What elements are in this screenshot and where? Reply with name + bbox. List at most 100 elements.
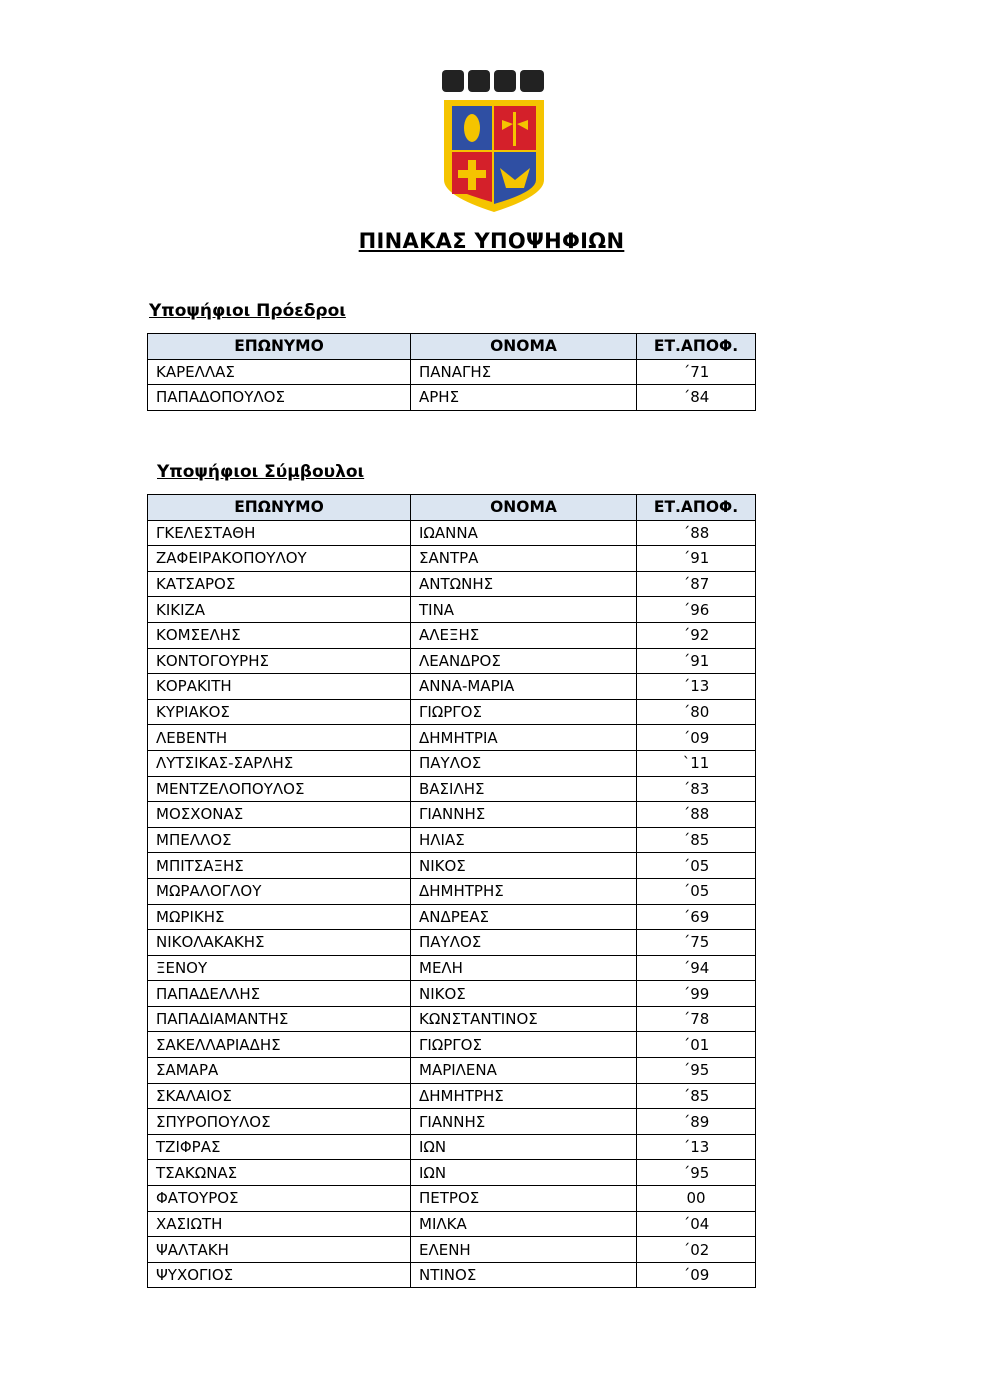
year-cell: ΄94 bbox=[636, 954, 756, 982]
name-cell: ΝΙΚΟΣ bbox=[410, 852, 637, 879]
table-row: ΣΑΜΑΡΑ ΜΑΡΙΛΕΝΑ ΄95 bbox=[147, 1057, 756, 1084]
table-row: ΚΟΝΤΟΓΟΥΡΗΣ ΛΕΑΝΔΡΟΣ ΄91 bbox=[147, 647, 756, 675]
name-cell: ΑΛΕΞΗΣ bbox=[410, 621, 637, 649]
name-cell: ΑΡΗΣ bbox=[410, 384, 637, 411]
name-cell: ΓΙΩΡΓΟΣ bbox=[410, 1031, 637, 1059]
table-row: ΛΕΒΕΝΤΗ ΔΗΜΗΤΡΙΑ ΄09 bbox=[147, 724, 756, 751]
name-cell: ΑΝΔΡΕΑΣ bbox=[410, 903, 637, 931]
surname-cell: ΚΟΜΣΕΛΗΣ bbox=[147, 621, 411, 649]
table-row: ΣΑΚΕΛΛΑΡΙΑΔΗΣ ΓΙΩΡΓΟΣ ΄01 bbox=[147, 1031, 756, 1059]
year-cell: ΄05 bbox=[636, 852, 756, 879]
surname-cell: ΣΠΥΡΟΠΟΥΛΟΣ bbox=[147, 1108, 411, 1135]
year-cell: ΄13 bbox=[636, 1133, 756, 1161]
name-cell: ΙΩΑΝΝΑ bbox=[410, 519, 637, 547]
name-cell: ΓΙΩΡΓΟΣ bbox=[410, 698, 637, 726]
table-row: ΝΙΚΟΛΑΚΑΚΗΣ ΠΑΥΛΟΣ ΄75 bbox=[147, 929, 756, 956]
year-cell: ΄09 bbox=[636, 724, 756, 751]
surname-cell: ΣΑΚΕΛΛΑΡΙΑΔΗΣ bbox=[147, 1031, 411, 1059]
surname-cell: ΚΙΚΙΖΑ bbox=[147, 596, 411, 623]
gaka-logo bbox=[442, 70, 544, 212]
column-header-name: ΟΝΟΜΑ bbox=[410, 333, 637, 360]
surname-cell: ΞΕΝΟΥ bbox=[147, 954, 411, 982]
name-cell: ΑΝΝΑ-ΜΑΡΙΑ bbox=[410, 673, 637, 700]
year-cell: ΄85 bbox=[636, 1082, 756, 1110]
presidents-table: ΕΠΩΝΥΜΟ ΟΝΟΜΑ ΕΤ.ΑΠΟΦ. ΚΑΡΕΛΛΑΣ ΠΑΝΑΓΗΣ ΄7… bbox=[147, 333, 756, 411]
year-cell: ΄09 bbox=[636, 1261, 756, 1289]
table-header-row: ΕΠΩΝΥΜΟ ΟΝΟΜΑ ΕΤ.ΑΠΟΦ. bbox=[147, 494, 756, 521]
year-cell: ΄80 bbox=[636, 698, 756, 726]
name-cell: ΜΙΛΚΑ bbox=[410, 1210, 637, 1238]
year-cell: `11 bbox=[636, 749, 756, 777]
surname-cell: ΜΠΕΛΛΟΣ bbox=[147, 826, 411, 854]
table-row: ΛΥΤΣΙΚΑΣ-ΣΑΡΛΗΣ ΠΑΥΛΟΣ `11 bbox=[147, 749, 756, 777]
table-row: ΨΥΧΟΓΙΟΣ ΝΤΙΝΟΣ ΄09 bbox=[147, 1261, 756, 1289]
name-cell: ΓΙΑΝΝΗΣ bbox=[410, 801, 637, 828]
name-cell: ΠΕΤΡΟΣ bbox=[410, 1185, 637, 1212]
surname-cell: ΜΠΙΤΣΑΞΗΣ bbox=[147, 852, 411, 879]
surname-cell: ΨΥΧΟΓΙΟΣ bbox=[147, 1261, 411, 1289]
table-row: ΜΩΡΑΛΟΓΛΟΥ ΔΗΜΗΤΡΗΣ ΄05 bbox=[147, 877, 756, 905]
surname-cell: ΧΑΣΙΩΤΗ bbox=[147, 1210, 411, 1238]
table-row: ΓΚΕΛΕΣΤΑΘΗ ΙΩΑΝΝΑ ΄88 bbox=[147, 519, 756, 547]
surname-cell: ΜΟΣΧΟΝΑΣ bbox=[147, 801, 411, 828]
table-row: ΜΟΣΧΟΝΑΣ ΓΙΑΝΝΗΣ ΄88 bbox=[147, 801, 756, 828]
surname-cell: ΖΑΦΕΙΡΑΚΟΠΟΥΛΟΥ bbox=[147, 545, 411, 572]
year-cell: ΄89 bbox=[636, 1108, 756, 1135]
surname-cell: ΤΣΑΚΩΝΑΣ bbox=[147, 1159, 411, 1187]
surname-cell: ΜΕΝΤΖΕΛΟΠΟΥΛΟΣ bbox=[147, 775, 411, 803]
year-cell: ΄84 bbox=[636, 384, 756, 411]
year-cell: ΄69 bbox=[636, 903, 756, 931]
surname-cell: ΝΙΚΟΛΑΚΑΚΗΣ bbox=[147, 929, 411, 956]
name-cell: ΙΩΝ bbox=[410, 1133, 637, 1161]
surname-cell: ΠΑΠΑΔΙΑΜΑΝΤΗΣ bbox=[147, 1005, 411, 1033]
year-cell: ΄91 bbox=[636, 647, 756, 675]
surname-cell: ΚΑΡΕΛΛΑΣ bbox=[147, 358, 411, 386]
year-cell: ΄83 bbox=[636, 775, 756, 803]
column-header-year: ΕΤ.ΑΠΟΦ. bbox=[636, 494, 756, 521]
year-cell: ΄88 bbox=[636, 801, 756, 828]
presidents-heading: Υποψήφιοι Πρόεδροι bbox=[149, 301, 346, 321]
year-cell: ΄85 bbox=[636, 826, 756, 854]
page-title: ΠΙΝΑΚΑΣ ΥΠΟΨΗΦΙΩΝ bbox=[358, 229, 625, 253]
year-cell: ΄78 bbox=[636, 1005, 756, 1033]
surname-cell: ΓΚΕΛΕΣΤΑΘΗ bbox=[147, 519, 411, 547]
table-row: ΚΥΡΙΑΚΟΣ ΓΙΩΡΓΟΣ ΄80 bbox=[147, 698, 756, 726]
table-row: ΜΠΙΤΣΑΞΗΣ ΝΙΚΟΣ ΄05 bbox=[147, 852, 756, 879]
surname-cell: ΜΩΡΑΛΟΓΛΟΥ bbox=[147, 877, 411, 905]
surname-cell: ΣΚΑΛΑΙΟΣ bbox=[147, 1082, 411, 1110]
table-row: ΤΣΑΚΩΝΑΣ ΙΩΝ ΄95 bbox=[147, 1159, 756, 1187]
surname-cell: ΦΑΤΟΥΡΟΣ bbox=[147, 1185, 411, 1212]
surname-cell: ΜΩΡΙΚΗΣ bbox=[147, 903, 411, 931]
surname-cell: ΚΟΡΑΚΙΤΗ bbox=[147, 673, 411, 700]
surname-cell: ΣΑΜΑΡΑ bbox=[147, 1057, 411, 1084]
name-cell: ΜΑΡΙΛΕΝΑ bbox=[410, 1057, 637, 1084]
year-cell: ΄71 bbox=[636, 358, 756, 386]
name-cell: ΠΑΥΛΟΣ bbox=[410, 749, 637, 777]
column-header-surname: ΕΠΩΝΥΜΟ bbox=[147, 333, 411, 360]
year-cell: ΄95 bbox=[636, 1057, 756, 1084]
surname-cell: ΚΥΡΙΑΚΟΣ bbox=[147, 698, 411, 726]
councillors-heading: Υποψήφιοι Σύμβουλοι bbox=[157, 462, 365, 482]
name-cell: ΣΑΝΤΡΑ bbox=[410, 545, 637, 572]
name-cell: ΜΕΛΗ bbox=[410, 954, 637, 982]
table-row: ΜΩΡΙΚΗΣ ΑΝΔΡΕΑΣ ΄69 bbox=[147, 903, 756, 931]
table-row: ΠΑΠΑΔΙΑΜΑΝΤΗΣ ΚΩΝΣΤΑΝΤΙΝΟΣ ΄78 bbox=[147, 1005, 756, 1033]
table-row: ΞΕΝΟΥ ΜΕΛΗ ΄94 bbox=[147, 954, 756, 982]
table-row: ΠΑΠΑΔΟΠΟΥΛΟΣ ΑΡΗΣ ΄84 bbox=[147, 384, 756, 411]
name-cell: ΕΛΕΝΗ bbox=[410, 1236, 637, 1263]
surname-cell: ΠΑΠΑΔΟΠΟΥΛΟΣ bbox=[147, 384, 411, 411]
column-header-surname: ΕΠΩΝΥΜΟ bbox=[147, 494, 411, 521]
column-header-name: ΟΝΟΜΑ bbox=[410, 494, 637, 521]
year-cell: ΄02 bbox=[636, 1236, 756, 1263]
name-cell: ΔΗΜΗΤΡΗΣ bbox=[410, 1082, 637, 1110]
name-cell: ΛΕΑΝΔΡΟΣ bbox=[410, 647, 637, 675]
name-cell: ΝΙΚΟΣ bbox=[410, 980, 637, 1007]
name-cell: ΔΗΜΗΤΡΗΣ bbox=[410, 877, 637, 905]
name-cell: ΙΩΝ bbox=[410, 1159, 637, 1187]
year-cell: ΄96 bbox=[636, 596, 756, 623]
table-row: ΣΠΥΡΟΠΟΥΛΟΣ ΓΙΑΝΝΗΣ ΄89 bbox=[147, 1108, 756, 1135]
name-cell: ΝΤΙΝΟΣ bbox=[410, 1261, 637, 1289]
year-cell: ΄95 bbox=[636, 1159, 756, 1187]
year-cell: ΄01 bbox=[636, 1031, 756, 1059]
